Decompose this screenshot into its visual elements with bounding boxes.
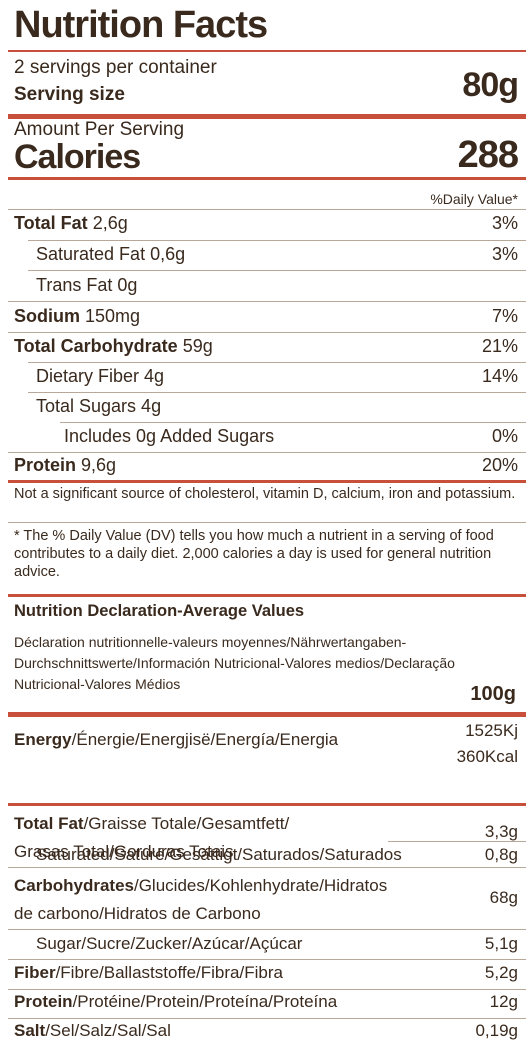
- nutrient-added-sugars: Includes 0g Added Sugars: [64, 426, 275, 446]
- amount-per-serving: Amount Per Serving: [14, 119, 185, 140]
- decl-protein: Protein/Protéine/Protein/Proteína/Proteí…: [14, 992, 338, 1011]
- serving-size-label: Serving size: [14, 84, 125, 105]
- decl-value: 1525Kj 360Kcal: [457, 718, 518, 770]
- declaration-subtitle: Déclaration nutritionnelle-valeurs moyen…: [14, 634, 455, 692]
- divider: [8, 867, 526, 868]
- divider: [8, 522, 526, 523]
- divider: [8, 989, 526, 990]
- divider: [8, 803, 526, 806]
- nutrient-trans-fat: Trans Fat 0g: [36, 275, 138, 295]
- divider: [388, 841, 526, 842]
- divider: [8, 1018, 526, 1019]
- servings-per-container: 2 servings per container: [14, 57, 217, 78]
- decl-value-kcal: 360Kcal: [456, 747, 518, 766]
- decl-carbohydrates: Carbohydrates/Glucides/Kohlenhydrate/Hid…: [14, 876, 388, 923]
- decl-value: 3,3g: [484, 822, 518, 841]
- decl-salt: Salt/Sel/Salz/Sal/Sal: [14, 1021, 171, 1040]
- decl-value-kj: 1525Kj: [465, 721, 518, 740]
- divider: [8, 712, 526, 717]
- nutrient-protein: Protein 9,6g: [14, 455, 117, 475]
- declaration-title: Nutrition Declaration-Average Values: [14, 602, 305, 620]
- decl-value: 5,1g: [484, 934, 518, 953]
- decl-value: 0,8g: [484, 845, 518, 864]
- nutrient-total-carbohydrate: Total Carbohydrate 59g: [14, 336, 213, 356]
- per-100g-header: 100g: [470, 683, 516, 705]
- divider: [8, 480, 526, 483]
- divider: [8, 209, 526, 210]
- divider: [28, 240, 526, 241]
- serving-size-value: 80g: [462, 66, 519, 104]
- decl-total-fat: Total Fat/Graisse Totale/Gesamtfett/Gras…: [14, 814, 290, 861]
- nutrient-dv: 20%: [481, 455, 518, 475]
- decl-value: 5,2g: [484, 963, 518, 982]
- decl-value: 0,19g: [475, 1021, 518, 1040]
- nutrient-dv: 14%: [481, 366, 518, 386]
- not-significant-note: Not a significant source of cholesterol,…: [14, 486, 516, 502]
- nutrient-dv: 3%: [491, 244, 518, 264]
- nutrient-saturated-fat: Saturated Fat 0,6g: [36, 244, 186, 264]
- divider: [8, 332, 526, 333]
- divider: [8, 114, 526, 119]
- daily-value-footnote: * The % Daily Value (DV) tells you how m…: [14, 528, 494, 580]
- divider: [60, 422, 526, 423]
- nutrient-total-fat: Total Fat 2,6g: [14, 213, 128, 233]
- divider: [8, 594, 526, 597]
- divider: [28, 362, 526, 363]
- nutrition-facts-panel: Nutrition Facts 2 servings per container…: [8, 0, 526, 1047]
- nutrient-sodium: Sodium 150mg: [14, 306, 141, 326]
- calories-value: 288: [457, 134, 519, 176]
- decl-value: 68g: [489, 888, 518, 907]
- daily-value-header: %Daily Value*: [430, 191, 518, 207]
- divider: [8, 177, 526, 180]
- nutrient-dv: 0%: [491, 426, 518, 446]
- decl-fiber: Fiber/Fibre/Ballaststoffe/Fibra/Fibra: [14, 963, 283, 982]
- panel-title: Nutrition Facts: [14, 4, 268, 46]
- divider: [28, 392, 526, 393]
- nutrient-total-sugars: Total Sugars 4g: [36, 396, 162, 416]
- decl-sugar: Sugar/Sucre/Zucker/Azúcar/Açúcar: [36, 934, 303, 953]
- divider: [28, 270, 526, 271]
- decl-energy: Energy/Énergie/Energjisë/Energía/Energia: [14, 730, 339, 749]
- divider: [8, 301, 526, 302]
- nutrient-dv: 7%: [491, 306, 518, 326]
- nutrient-dietary-fiber: Dietary Fiber 4g: [36, 366, 165, 386]
- decl-saturated: Saturated/Saturé/Gesättigt/Saturados/Sat…: [36, 845, 402, 864]
- calories-label: Calories: [14, 138, 141, 176]
- decl-value: 12g: [489, 992, 518, 1011]
- divider: [8, 50, 526, 52]
- nutrient-dv: 3%: [491, 213, 518, 233]
- nutrient-dv: 21%: [481, 336, 518, 356]
- divider: [8, 959, 526, 960]
- divider: [8, 929, 526, 930]
- divider: [8, 452, 526, 453]
